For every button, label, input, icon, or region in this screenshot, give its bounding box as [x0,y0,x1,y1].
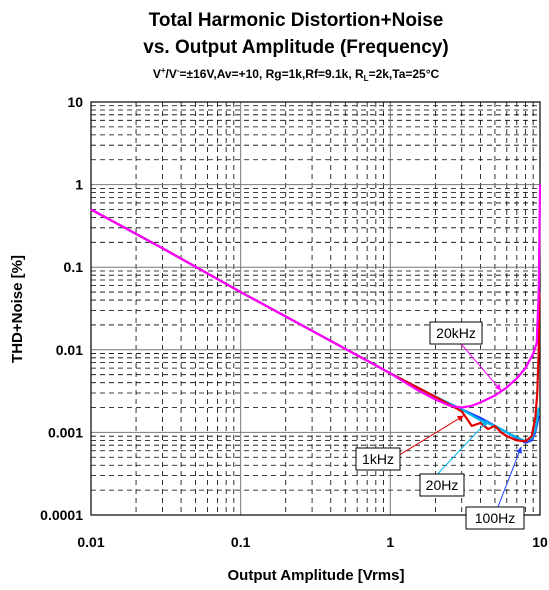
plot-area-border [90,101,541,516]
x-tick-label: 0.1 [231,534,251,550]
annotation-box-20hz [419,473,465,497]
chart-title-line1: Total Harmonic Distortion+Noise [149,10,444,31]
annotation-arrowhead-100hz [516,446,522,454]
y-tick-label: 0.1 [64,259,84,275]
annotation-leader-20khz [460,343,502,391]
y-tick-label: 0.0001 [40,507,83,523]
y-tick-label: 1 [75,177,83,193]
annotation-box-20khz [429,321,483,345]
annotation-leader-1khz [399,415,465,456]
annotation-leader-20hz [437,419,489,475]
annotation-arrowhead-1khz [456,415,464,422]
series-line-20khz [90,184,542,409]
series-lines [90,184,542,444]
annotation-arrowhead-20hz [481,420,489,428]
annotation-label-1khz: 1kHz [362,451,394,467]
annotation-label-20khz: 20kHz [436,325,476,341]
annotation-box-1khz [355,447,401,471]
x-tick-label: 1 [386,534,394,550]
x-axis-ticks: 0.01 0.1 1 10 [77,534,548,550]
y-tick-label: 0.001 [48,424,83,440]
x-tick-label: 10 [532,534,548,550]
y-axis-ticks: 10 1 0.1 0.01 0.001 0.0001 [40,94,83,523]
annotations: 20kHz 1kHz 20Hz 100Hz [355,321,525,530]
annotation-label-20hz: 20Hz [426,477,459,493]
x-tick-label: 0.01 [77,534,104,550]
annotation-leader-100hz [497,446,522,508]
annotation-box-100hz [465,506,525,530]
annotation-label-100hz: 100Hz [475,510,515,526]
annotation-arrowhead-20khz [494,383,502,391]
y-axis-label: THD+Noise [%] [9,255,26,363]
chart-title-line2: vs. Output Amplitude (Frequency) [143,37,448,58]
y-tick-label: 0.01 [56,342,83,358]
grid [90,101,541,516]
x-axis-label: Output Amplitude [Vrms] [228,567,405,584]
chart-subtitle: V+/V-=±16V,Av=+10, Rg=1k,Rf=9.1k, RL=2k,… [153,66,440,83]
y-tick-label: 10 [67,94,83,110]
